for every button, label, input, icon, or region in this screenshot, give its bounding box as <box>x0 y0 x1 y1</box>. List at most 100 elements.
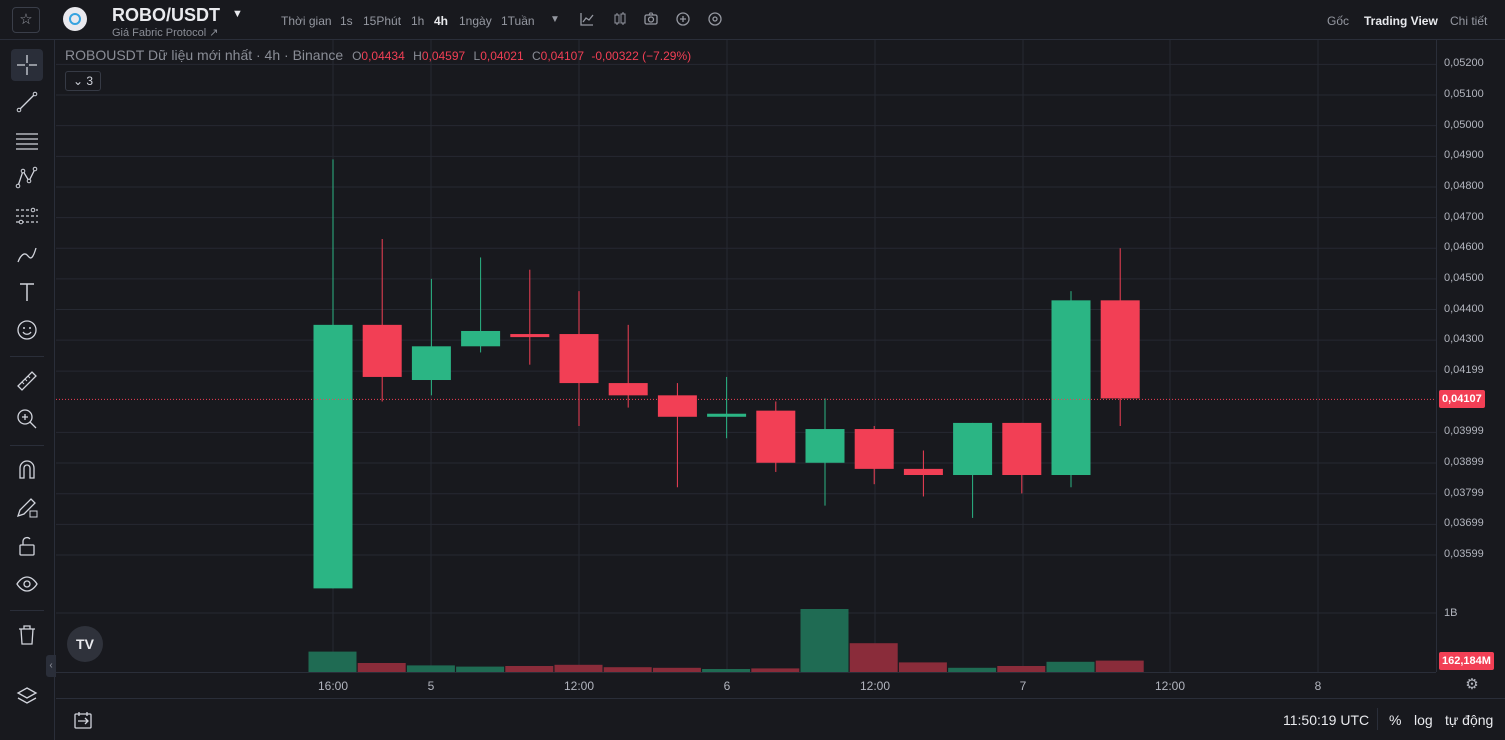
bottom-bar: 11:50:19 UTC % log tự động <box>56 698 1505 740</box>
interval-1w[interactable]: 1Tuần <box>501 14 535 28</box>
zoom-in-icon[interactable] <box>11 403 43 435</box>
chevron-down-icon: ⌄ <box>73 74 84 88</box>
drawing-toolbar <box>0 40 55 740</box>
candle <box>461 257 501 353</box>
indicators-count: 3 <box>86 74 94 88</box>
volume-bar <box>702 669 751 672</box>
candle-body <box>657 395 697 417</box>
candle-body <box>510 334 550 338</box>
time-axis[interactable]: 16:00 5 12:00 6 12:00 7 12:00 8 <box>56 672 1436 698</box>
view-depth-tab[interactable]: Chi tiết <box>1450 14 1488 28</box>
indicator-icon[interactable] <box>578 11 596 29</box>
magnet-icon[interactable] <box>11 454 43 486</box>
price-tick: 0,04700 <box>1444 210 1484 223</box>
chevron-down-icon[interactable]: ▼ <box>550 14 560 25</box>
brush-icon[interactable] <box>11 238 43 270</box>
auto-scale-toggle[interactable]: tự động <box>1445 712 1494 728</box>
trash-icon[interactable] <box>11 619 43 651</box>
eye-icon[interactable] <box>11 568 43 600</box>
candle <box>657 383 697 488</box>
candle-body <box>756 410 796 463</box>
log-toggle[interactable]: log <box>1414 712 1433 728</box>
time-tick: 5 <box>427 679 435 693</box>
top-toolbar: ☆ ROBO/USDT ▼ Giá Fabric Protocol ↗ Thời… <box>0 0 1505 40</box>
chevron-down-icon[interactable]: ▼ <box>232 8 243 20</box>
interval-15m[interactable]: 15Phút <box>363 14 402 28</box>
price-tick: 0,05200 <box>1444 57 1484 70</box>
time-tick: 12:00 <box>859 679 891 693</box>
low-value: 0,04021 <box>480 49 524 63</box>
price-tick: 0,04600 <box>1444 241 1484 254</box>
price-tick: 0,03699 <box>1444 517 1484 530</box>
add-icon[interactable] <box>674 11 692 29</box>
layers-icon[interactable] <box>11 681 43 713</box>
collapse-toolbar-handle[interactable]: ‹ <box>46 655 56 677</box>
chart-legend: ROBOUSDT Dữ liệu mới nhất · 4h · Binance… <box>65 47 691 63</box>
high-label: H <box>413 49 422 63</box>
interval-1s[interactable]: 1s <box>340 14 353 28</box>
candle <box>313 159 353 589</box>
price-axis[interactable]: 0,05200 0,05100 0,05000 0,04900 0,04800 0,047… <box>1436 40 1505 672</box>
candlestick-chart[interactable] <box>56 40 1436 672</box>
emoji-icon[interactable] <box>11 314 43 346</box>
chart-type-icon[interactable] <box>611 11 629 29</box>
settings-icon[interactable] <box>706 11 724 29</box>
lock-icon[interactable] <box>11 530 43 562</box>
candle <box>1051 291 1091 488</box>
volume-bar <box>603 667 652 672</box>
date-range-icon[interactable] <box>73 710 93 730</box>
price-tick: 0,05100 <box>1444 88 1484 101</box>
candle-body <box>953 422 993 476</box>
candle <box>411 278 451 396</box>
pattern-icon[interactable] <box>11 162 43 194</box>
candle-body <box>313 324 353 589</box>
lock-drawing-icon[interactable] <box>11 492 43 524</box>
trend-line-icon[interactable] <box>11 86 43 118</box>
fib-icon[interactable] <box>11 200 43 232</box>
view-original-tab[interactable]: Gốc <box>1327 14 1350 28</box>
time-tick: 8 <box>1314 679 1322 693</box>
candle <box>854 425 894 485</box>
favorite-star-button[interactable]: ☆ <box>12 7 40 33</box>
open-value: 0,04434 <box>361 49 405 63</box>
interval-4h[interactable]: 4h <box>434 14 449 28</box>
time-tick: 7 <box>1019 679 1027 693</box>
crosshair-icon[interactable] <box>11 49 43 81</box>
camera-icon[interactable] <box>642 11 660 29</box>
pair-title[interactable]: ROBO/USDT <box>112 5 220 25</box>
percent-toggle[interactable]: % <box>1389 712 1402 728</box>
price-tick: 0,05000 <box>1444 118 1484 131</box>
horizontal-lines-icon[interactable] <box>11 124 43 156</box>
time-tick: 6 <box>723 679 731 693</box>
view-tradingview-tab[interactable]: Trading View <box>1364 14 1438 28</box>
candle-body <box>707 413 747 417</box>
tradingview-logo[interactable]: TV <box>67 626 103 662</box>
price-tick: 0,04300 <box>1444 333 1484 346</box>
pair-subtitle-link[interactable]: Giá Fabric Protocol ↗ <box>112 27 219 39</box>
utc-clock[interactable]: 11:50:19 UTC <box>1283 712 1370 728</box>
indicators-toggle[interactable]: ⌄ 3 <box>65 71 102 91</box>
candle <box>510 269 550 365</box>
chart-pane[interactable]: ROBOUSDT Dữ liệu mới nhất · 4h · Binance… <box>46 40 1436 677</box>
candle-body <box>608 383 648 396</box>
time-tick: 16:00 <box>317 679 349 693</box>
volume-bar <box>997 666 1046 672</box>
volume-bar <box>357 663 406 672</box>
candle <box>1002 422 1042 494</box>
candle <box>903 450 943 497</box>
candle <box>362 239 402 402</box>
interval-1d[interactable]: 1ngày <box>459 14 492 28</box>
candle-body <box>903 468 943 476</box>
candle <box>707 376 747 439</box>
price-tick: 0,04900 <box>1444 149 1484 162</box>
close-value: 0,04107 <box>540 49 585 63</box>
ruler-icon[interactable] <box>11 365 43 397</box>
price-tick: 0,04800 <box>1444 179 1484 192</box>
candle <box>805 398 845 506</box>
interval-1h[interactable]: 1h <box>411 14 425 28</box>
axis-settings-icon[interactable]: ⚙ <box>1465 676 1479 693</box>
close-label: C <box>531 49 541 63</box>
time-tick: 12:00 <box>563 679 595 693</box>
candle-body <box>461 330 501 347</box>
text-icon[interactable] <box>11 276 43 308</box>
